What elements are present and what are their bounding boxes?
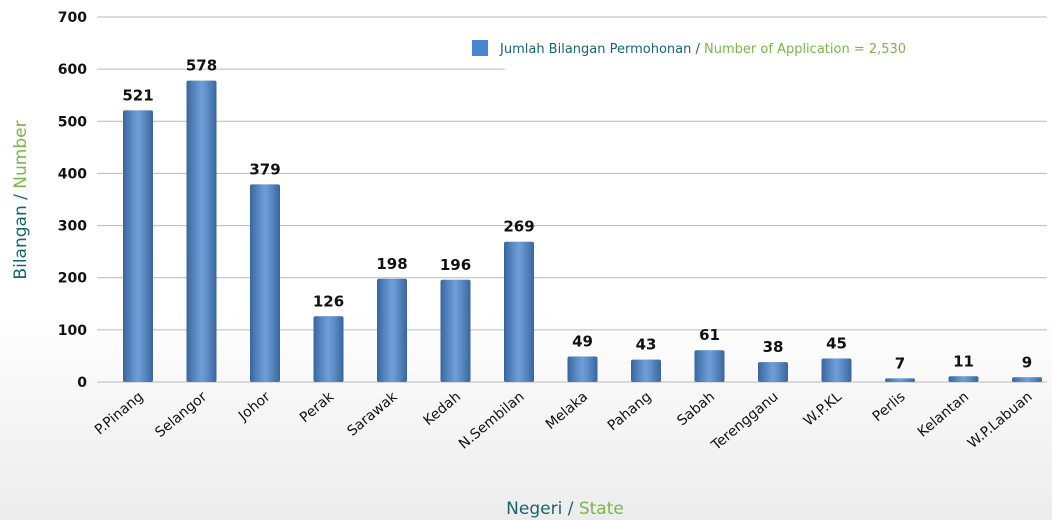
bar-shine — [758, 362, 788, 382]
x-axis-label: Negeri / State — [506, 499, 624, 519]
legend-malay: Jumlah Bilangan Permohonan / — [499, 42, 701, 57]
bar-shine — [123, 110, 153, 382]
data-label: 521 — [122, 86, 153, 104]
bar-group — [885, 378, 915, 382]
data-label: 11 — [953, 352, 974, 370]
bar-group — [186, 80, 217, 382]
y-tick-label: 700 — [58, 10, 87, 26]
y-tick-label: 300 — [58, 219, 87, 235]
y-tick-label: 600 — [58, 62, 87, 78]
legend-english: Number of Application = 2,530 — [704, 42, 906, 57]
bar-group — [1012, 377, 1042, 382]
x-label-english: State — [579, 499, 624, 519]
bar-shine — [694, 350, 725, 382]
bar-group — [948, 376, 979, 382]
bar-group — [250, 184, 280, 382]
bar-group — [567, 356, 598, 382]
bar-group — [758, 362, 788, 382]
data-label: 126 — [313, 292, 344, 310]
bar-shine — [885, 378, 915, 382]
bar-group — [821, 358, 852, 382]
data-label: 269 — [503, 218, 534, 236]
bar-shine — [377, 278, 407, 382]
bar-shine — [1012, 377, 1042, 382]
bar-shine — [250, 184, 280, 382]
bar-shine — [631, 359, 661, 382]
y-tick-label: 500 — [58, 114, 87, 130]
bar-group — [440, 279, 471, 382]
data-label: 578 — [186, 57, 217, 75]
y-label-english: Number — [11, 120, 31, 188]
y-tick-label: 400 — [58, 166, 87, 182]
data-label: 9 — [1022, 353, 1032, 371]
data-label: 45 — [826, 335, 847, 353]
bar-shine — [948, 376, 979, 382]
x-label-malay: Negeri / — [506, 499, 574, 519]
bar-shine — [186, 80, 217, 382]
y-tick-label: 100 — [58, 323, 87, 339]
data-label: 38 — [763, 338, 784, 356]
bar-group — [377, 278, 407, 382]
data-label: 7 — [895, 354, 905, 372]
legend-text: Jumlah Bilangan Permohonan / Number of A… — [499, 42, 906, 57]
data-label: 43 — [636, 336, 657, 354]
y-label-malay: Bilangan / — [11, 194, 31, 280]
data-label: 379 — [249, 160, 280, 178]
y-axis-label: Bilangan / Number — [11, 120, 31, 279]
bar-shine — [440, 279, 471, 382]
data-label: 196 — [440, 256, 471, 274]
y-tick-label: 0 — [77, 375, 87, 391]
bar-shine — [821, 358, 852, 382]
bar-group — [504, 241, 534, 382]
data-label: 198 — [376, 255, 407, 273]
bar-shine — [313, 316, 344, 382]
y-tick-label: 200 — [58, 271, 87, 287]
data-label: 61 — [699, 326, 720, 344]
bar-group — [123, 110, 153, 382]
bar-shine — [504, 241, 534, 382]
bar-group — [313, 316, 344, 382]
bar-shine — [567, 356, 598, 382]
data-label: 49 — [572, 332, 593, 350]
legend-swatch — [472, 40, 488, 56]
bar-group — [694, 350, 725, 382]
bar-group — [631, 359, 661, 382]
legend-box — [505, 30, 1047, 72]
